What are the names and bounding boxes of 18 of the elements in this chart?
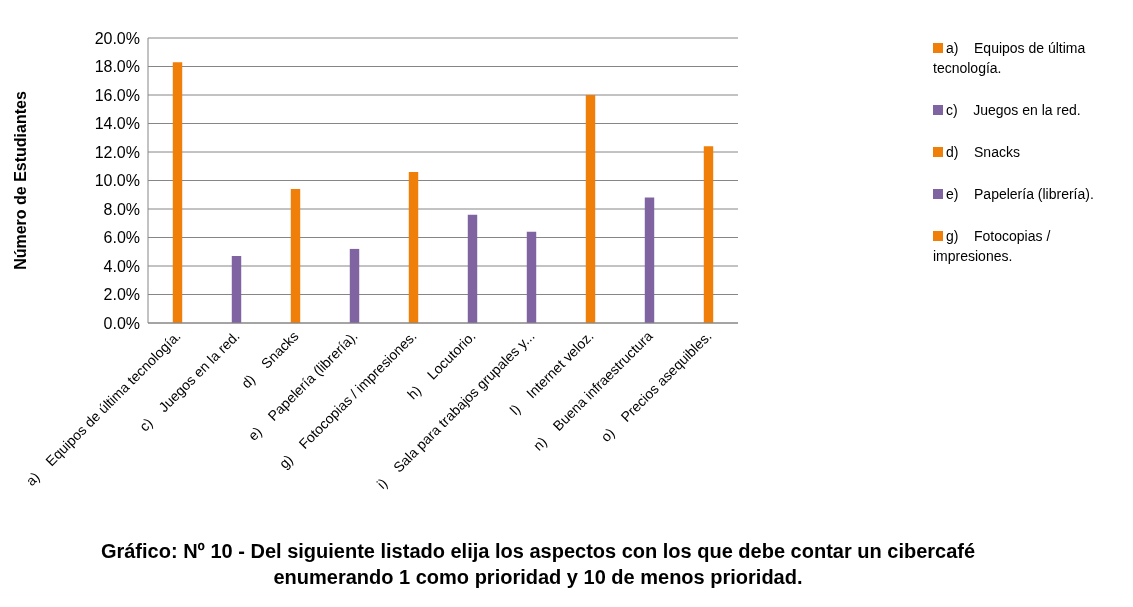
category-label: d) Snacks	[946, 144, 1020, 160]
category-label: g) Fotocopias / impresiones.	[933, 228, 1051, 264]
y-tick-label: 4.0%	[103, 257, 140, 275]
y-tick-label: 8.0%	[103, 200, 140, 218]
y-tick-label: 2.0%	[103, 286, 140, 304]
text: Gráfico: Nº 10 - Del siguiente listado elija los aspectos con los que debe contar un cibercafé enumerando 1 como prioridad y 10 de menos prioridad.	[99, 539, 977, 590]
y-tick-label: 12.0%	[94, 143, 140, 161]
y-axis-title: Número de Estudiantes	[11, 91, 29, 270]
category-label: c) Juegos en la red.	[946, 102, 1081, 118]
y-tick-label: 20.0%	[94, 29, 140, 47]
y-tick-label: 10.0%	[94, 172, 140, 190]
category-label: a) Equipos de última tecnología.	[933, 40, 1086, 76]
y-tick-label: 16.0%	[94, 86, 140, 104]
y-tick-label: 6.0%	[103, 229, 140, 247]
y-tick-label: 18.0%	[94, 58, 140, 76]
y-tick-label: 14.0%	[94, 115, 140, 133]
y-tick-label: 0.0%	[103, 314, 140, 332]
category-label: e) Papelería (librería).	[946, 186, 1094, 202]
